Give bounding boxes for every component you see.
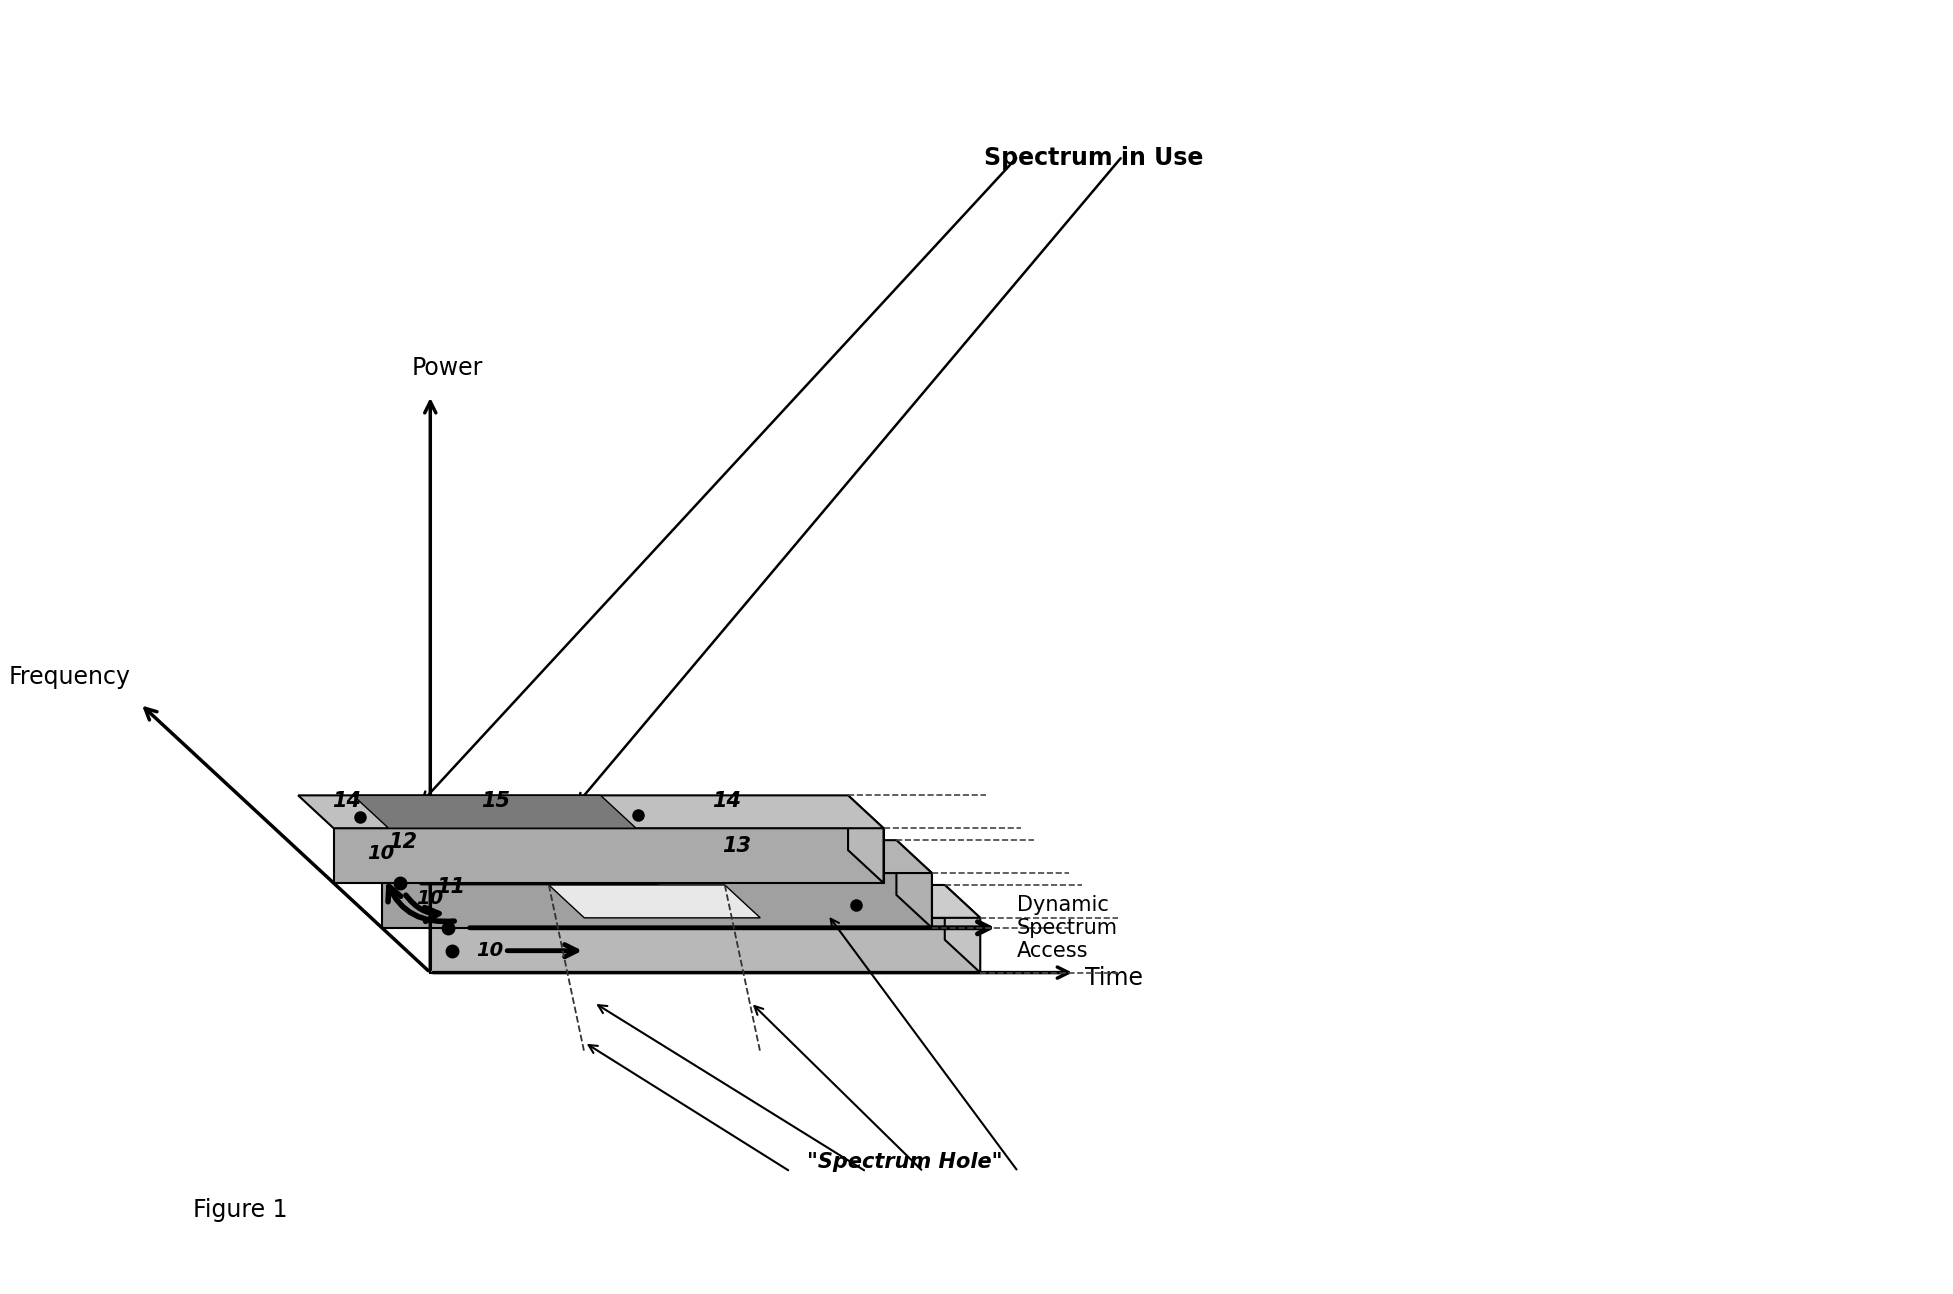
Text: 10: 10 [416,889,443,908]
FancyArrowPatch shape [389,886,455,921]
Polygon shape [383,873,932,928]
Text: Dynamic
Spectrum
Access: Dynamic Spectrum Access [1018,894,1117,961]
Text: 14: 14 [711,791,740,811]
Polygon shape [346,840,932,873]
Polygon shape [395,885,980,917]
Text: 13: 13 [723,836,750,855]
Text: Frequency: Frequency [8,665,131,688]
Text: 15: 15 [480,791,510,811]
Text: Figure 1: Figure 1 [193,1197,287,1222]
Text: 11: 11 [437,877,465,897]
Text: "Spectrum Hole": "Spectrum Hole" [807,1152,1002,1172]
Text: Power: Power [412,356,482,380]
Polygon shape [430,917,980,973]
FancyArrowPatch shape [406,895,439,921]
Polygon shape [334,828,883,883]
Polygon shape [896,840,932,928]
Polygon shape [945,885,980,973]
Polygon shape [848,796,883,883]
Text: 12: 12 [389,832,418,853]
Text: Time: Time [1084,965,1143,990]
Text: 10: 10 [477,941,504,960]
Polygon shape [299,796,883,828]
Polygon shape [353,796,637,828]
Text: Spectrum in Use: Spectrum in Use [984,146,1203,170]
Text: 10: 10 [367,844,395,863]
Polygon shape [549,885,760,917]
Text: 14: 14 [332,791,361,811]
